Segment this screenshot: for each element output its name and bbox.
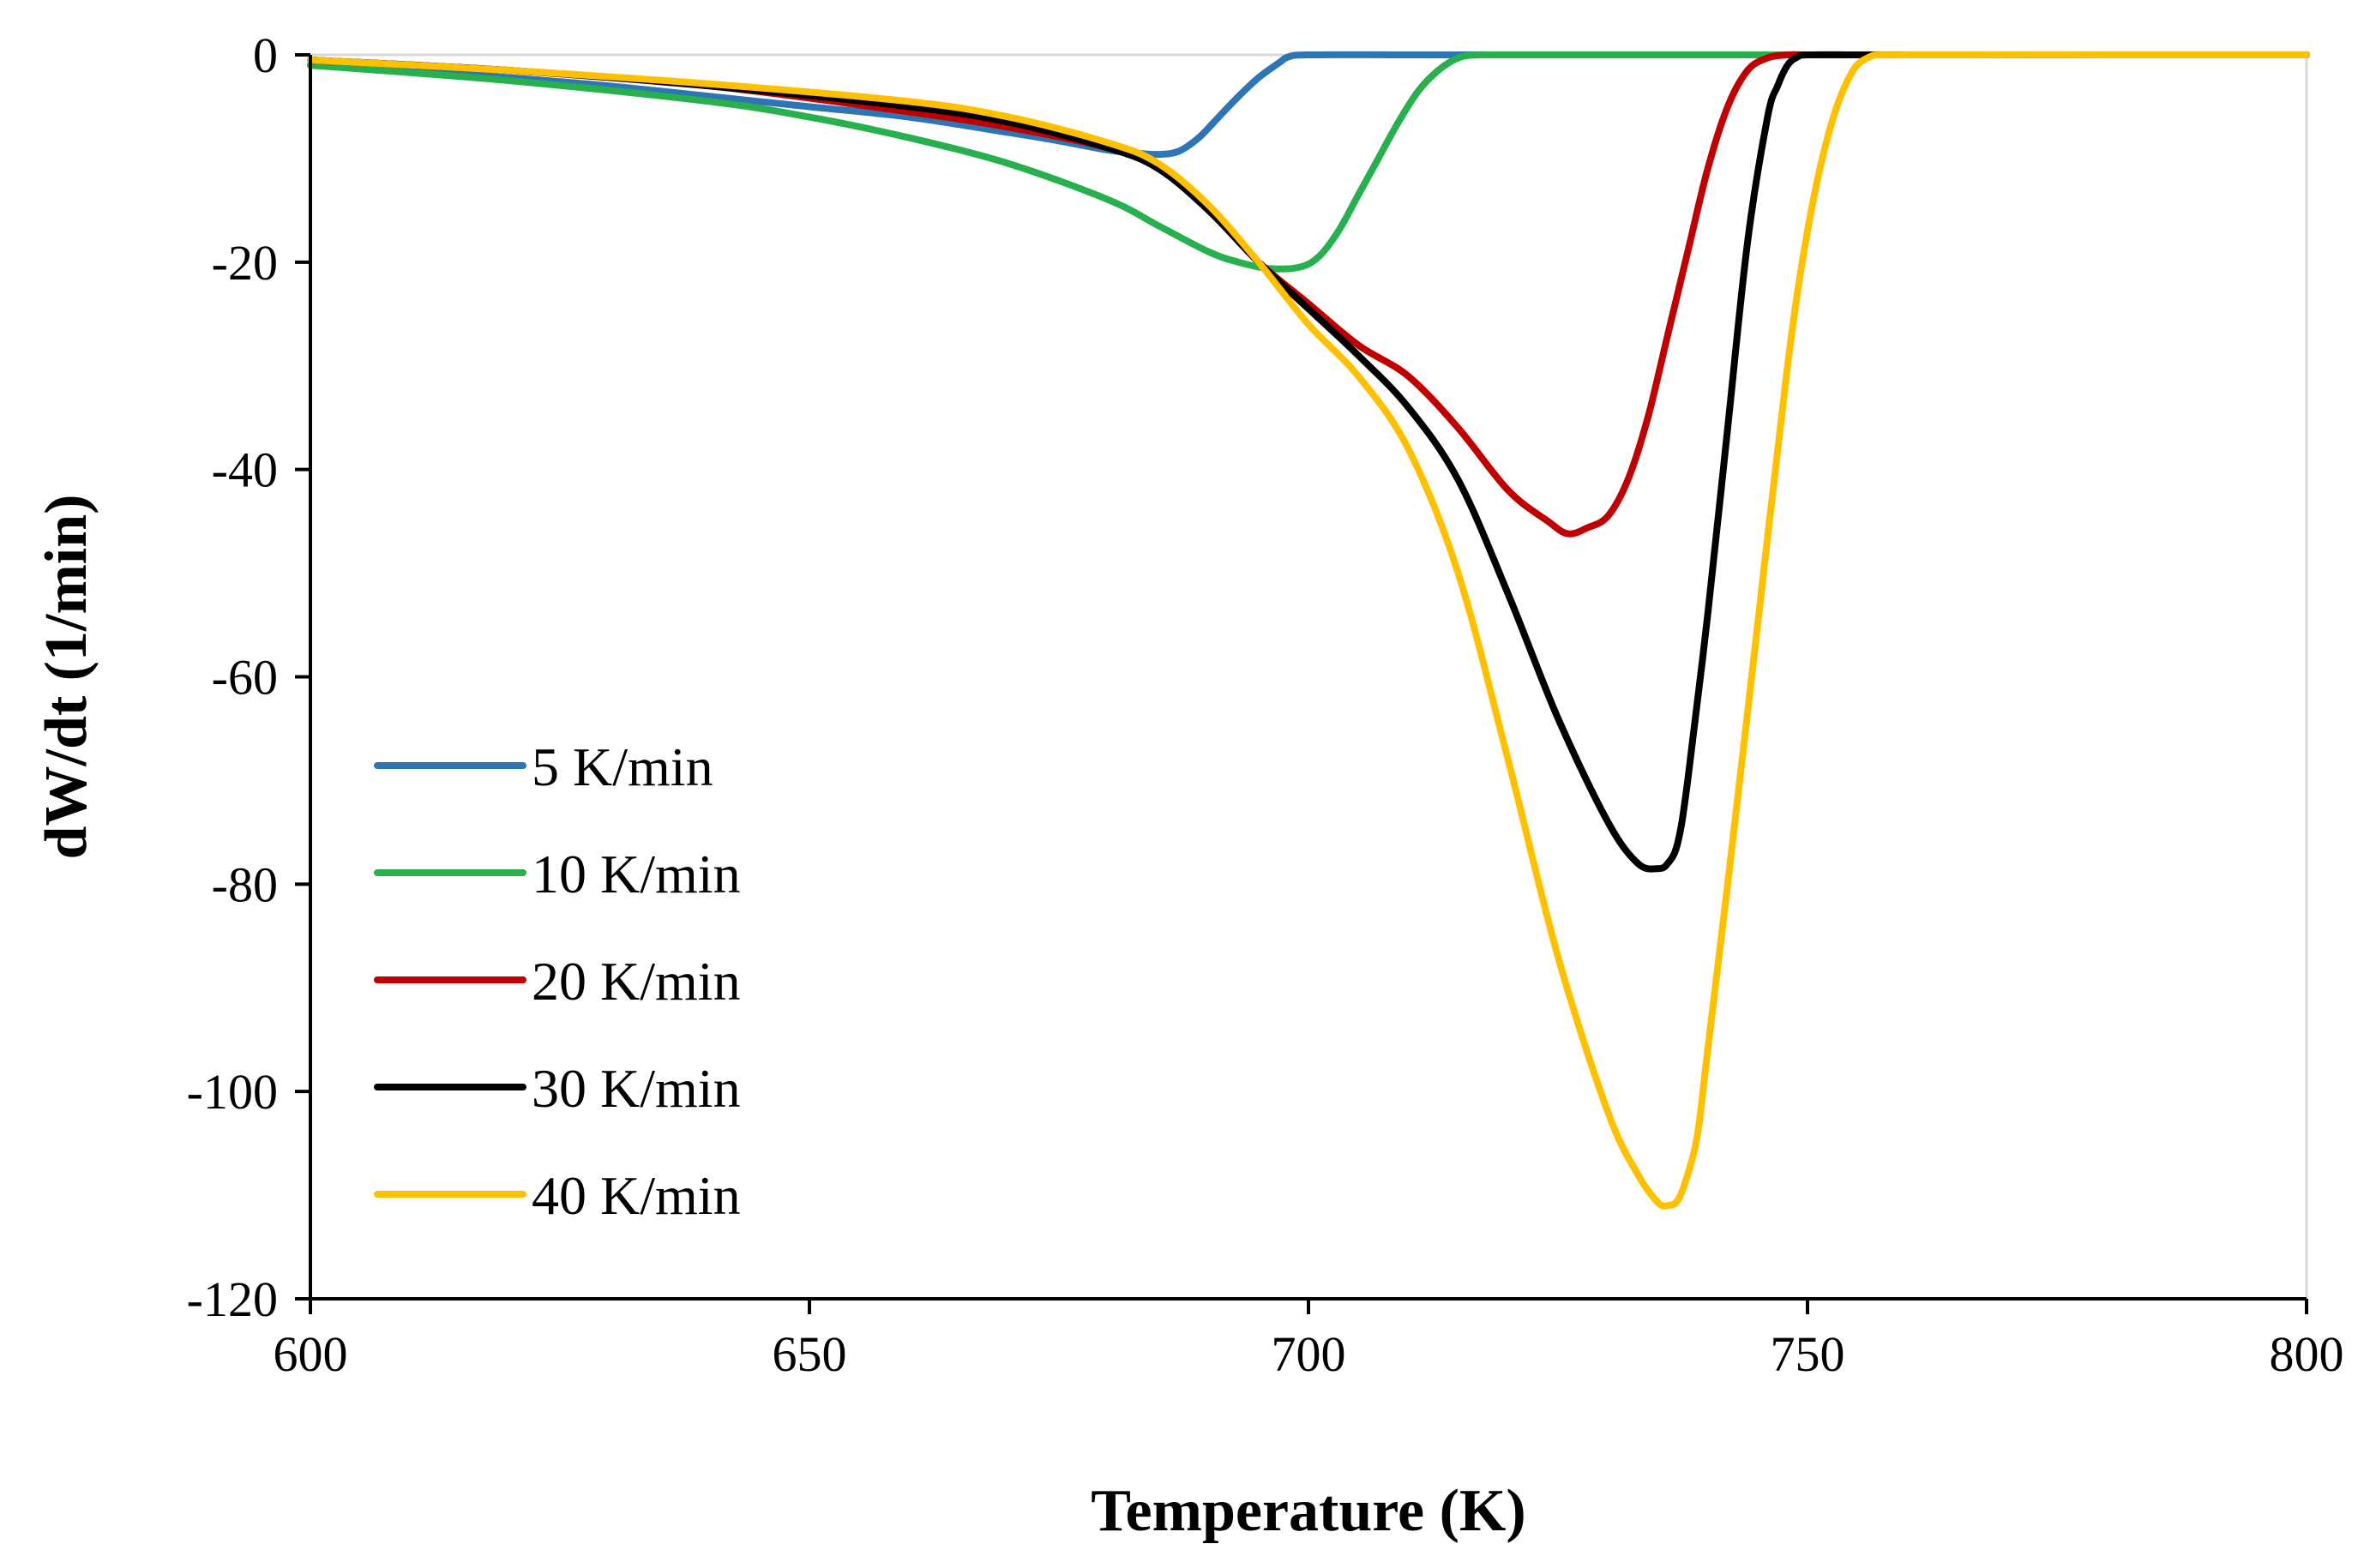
legend-label-20-k-min: 20 K/min [532,951,741,1012]
y-tick-label: -120 [187,1271,278,1327]
x-tick-label: 800 [2270,1326,2344,1382]
series-line-5-k-min [307,51,2310,159]
x-tick-label: 600 [274,1326,348,1382]
x-tick-label: 750 [1771,1326,1845,1382]
legend-label-5-k-min: 5 K/min [532,736,713,797]
y-tick-label: -40 [212,442,278,498]
y-tick-label: -80 [212,856,278,912]
legend-label-40-k-min: 40 K/min [532,1165,741,1226]
y-tick-label: 0 [253,27,278,83]
series-line-30-k-min [307,51,2310,873]
series-line-20-k-min [307,51,2310,538]
x-axis-title: Temperature (K) [1091,1478,1525,1544]
legend: 5 K/min 10 K/min 20 K/min 30 K/min 40 K/min [374,736,741,1226]
series-lines [307,51,2310,1210]
y-tick-label: -100 [187,1064,278,1120]
legend-label-30-k-min: 30 K/min [532,1058,741,1119]
x-tick-label: 700 [1272,1326,1346,1382]
y-tick-label: -20 [212,235,278,291]
y-tick-label: -60 [212,650,278,706]
series-line-40-k-min [307,51,2310,1210]
y-axis-title: dW/dt (1/min) [33,495,99,860]
legend-label-10-k-min: 10 K/min [532,844,741,904]
series-line-10-k-min [307,51,2310,273]
x-tick-label: 650 [773,1326,847,1382]
